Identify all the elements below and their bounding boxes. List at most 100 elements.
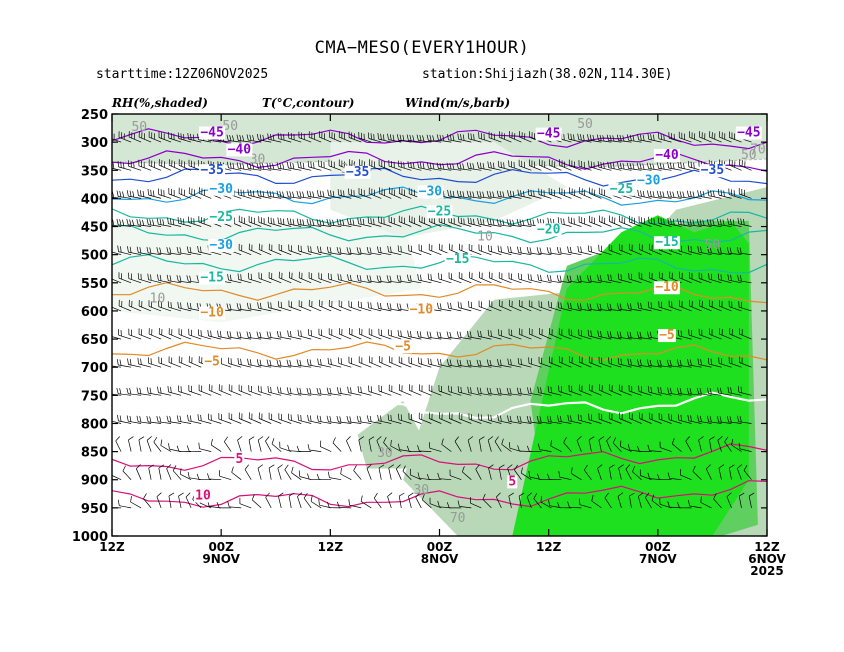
wind-barb <box>217 330 232 340</box>
wind-barb <box>360 495 372 509</box>
wind-barb <box>166 415 182 424</box>
wind-barb <box>186 445 202 452</box>
wind-barb <box>566 275 582 284</box>
wind-barb <box>398 187 412 199</box>
wind-barb <box>366 415 382 424</box>
wind-barb <box>408 413 422 424</box>
wind-barb <box>426 134 442 143</box>
wind-barb <box>558 471 572 481</box>
wind-barb <box>607 330 622 340</box>
wind-barb <box>136 219 152 227</box>
wind-barb <box>438 215 452 227</box>
wind-barb <box>717 189 732 199</box>
wind-barb <box>378 384 392 396</box>
wind-barb <box>348 327 362 340</box>
wind-barb <box>286 162 302 171</box>
wind-barb <box>616 331 632 340</box>
wind-barb <box>396 134 412 143</box>
wind-barb <box>396 275 412 284</box>
wind-barb <box>458 271 472 284</box>
wind-barb <box>387 245 402 256</box>
wind-barb <box>427 273 442 284</box>
wind-barb <box>589 187 602 199</box>
wind-barb <box>526 415 542 424</box>
rh-contour-label: 70 <box>450 511 466 526</box>
wind-barb <box>346 436 352 452</box>
wind-barb <box>517 357 532 368</box>
wind-barb <box>268 243 282 256</box>
wind-barb <box>291 466 302 480</box>
wind-barb <box>328 159 342 171</box>
wind-barb <box>497 359 512 368</box>
wind-barb <box>197 414 212 424</box>
wind-barb <box>327 189 342 199</box>
wind-barb <box>208 384 222 396</box>
wind-barb <box>117 245 132 256</box>
wind-barb <box>536 415 552 424</box>
wind-barb <box>486 218 502 227</box>
temp-contour-line <box>112 341 767 361</box>
wind-barb <box>248 215 262 227</box>
wind-barb <box>238 384 252 396</box>
wind-barb <box>178 356 192 368</box>
wind-barb <box>716 218 732 227</box>
wind-barb <box>724 436 732 452</box>
temp-label-bg <box>344 165 371 179</box>
wind-barb <box>256 359 272 368</box>
wind-barb <box>488 300 502 312</box>
wind-barb <box>218 413 232 424</box>
wind-barb <box>709 299 722 312</box>
wind-barb <box>368 436 375 452</box>
wind-barb <box>168 187 182 199</box>
wind-barb <box>357 217 372 227</box>
wind-barb <box>657 386 672 396</box>
wind-barb <box>599 384 612 396</box>
wind-barb <box>296 387 312 396</box>
wind-barb <box>178 492 184 508</box>
wind-barb <box>456 162 472 171</box>
wind-barb <box>296 445 312 452</box>
wind-barb <box>687 160 702 171</box>
wind-barb <box>637 302 652 312</box>
wind-barb <box>138 328 152 340</box>
wind-barb <box>277 217 292 227</box>
wind-barb <box>398 160 412 171</box>
wind-barb <box>303 493 312 509</box>
temp-label-bg <box>735 126 762 140</box>
wind-barb <box>157 386 172 396</box>
x-tick-label: 12Z <box>754 540 780 554</box>
wind-barb <box>112 191 122 199</box>
wind-barb <box>387 133 402 143</box>
wind-barb <box>128 436 134 452</box>
wind-barb <box>507 190 522 199</box>
wind-barb <box>122 465 132 480</box>
wind-barb <box>478 244 492 256</box>
wind-barb <box>127 246 142 256</box>
wind-barb <box>197 133 212 143</box>
wind-barb <box>328 328 342 340</box>
wind-barb <box>738 442 752 452</box>
wind-barb <box>198 384 212 396</box>
temp-contour-label: 5 <box>235 452 243 467</box>
wind-barb <box>617 357 632 368</box>
wind-barb <box>166 464 172 480</box>
wind-barb <box>418 244 432 256</box>
wind-barb <box>547 386 562 396</box>
wind-barb <box>538 356 552 368</box>
wind-barb <box>689 131 702 143</box>
wind-barb <box>208 413 222 424</box>
wind-barb <box>736 247 752 256</box>
wind-barb <box>336 247 352 256</box>
wind-barb <box>358 301 372 312</box>
wind-barb <box>498 329 512 340</box>
temp-label-bg <box>608 182 635 196</box>
wind-barb <box>737 274 752 284</box>
wind-barb <box>719 328 732 340</box>
wind-barb <box>406 134 422 143</box>
wind-barb <box>626 331 642 340</box>
wind-barb <box>327 273 342 284</box>
wind-barb <box>346 218 362 227</box>
wind-barb <box>266 331 282 340</box>
temp-contour-label: −25 <box>428 204 451 219</box>
wind-barb <box>147 188 162 199</box>
